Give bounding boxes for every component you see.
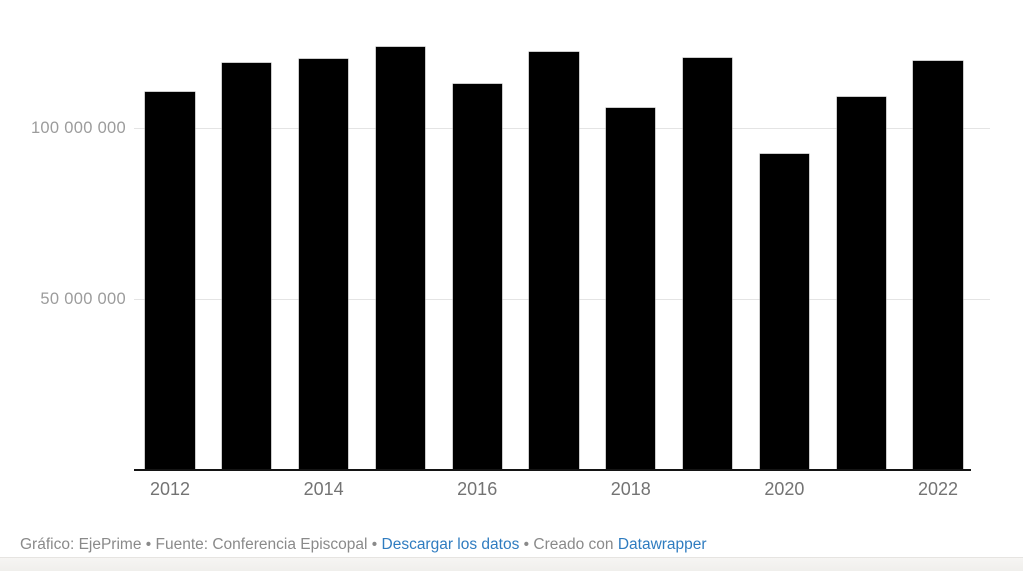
x-axis-tick-label-2020: 2020 — [764, 479, 805, 499]
plot-area: 50 000 000 100 000 000 2012 2014 2016 2018 202… — [30, 46, 990, 499]
x-axis-tick-label-2012: 2012 — [149, 479, 191, 499]
bar-2017[interactable] — [529, 51, 579, 470]
bar-2018[interactable] — [606, 107, 656, 470]
x-axis-tick-label-2022: 2022 — [917, 479, 959, 499]
bar-2012[interactable] — [145, 92, 195, 470]
x-axis-tick-label-2016: 2016 — [457, 479, 498, 499]
download-data-link[interactable]: Descargar los datos — [381, 536, 520, 553]
chart-footer: Gráfico: EjePrime • Fuente: Conferencia … — [20, 534, 1013, 555]
y-axis-tick-label: 50 000 000 — [40, 290, 126, 308]
bar-2021[interactable] — [836, 97, 886, 470]
footer-middle-text: • Creado con — [519, 536, 618, 553]
bar-2015[interactable] — [375, 46, 426, 470]
footer-credit-text: Gráfico: EjePrime • Fuente: Conferencia … — [20, 536, 382, 553]
bar-2014[interactable] — [298, 59, 349, 470]
x-axis-tick-label-2018: 2018 — [610, 479, 651, 499]
bar-2016[interactable] — [452, 83, 502, 470]
bar-2013[interactable] — [222, 63, 272, 470]
x-axis-tick-label-2014: 2014 — [303, 479, 344, 499]
bottom-strip — [0, 557, 1023, 571]
bar-2019[interactable] — [682, 57, 733, 470]
bar-2022[interactable] — [913, 61, 963, 470]
x-axis-line — [134, 468, 971, 471]
y-axis-tick-label: 100 000 000 — [30, 119, 126, 137]
datawrapper-link[interactable]: Datawrapper — [617, 536, 707, 553]
bar-2020[interactable] — [759, 153, 810, 470]
